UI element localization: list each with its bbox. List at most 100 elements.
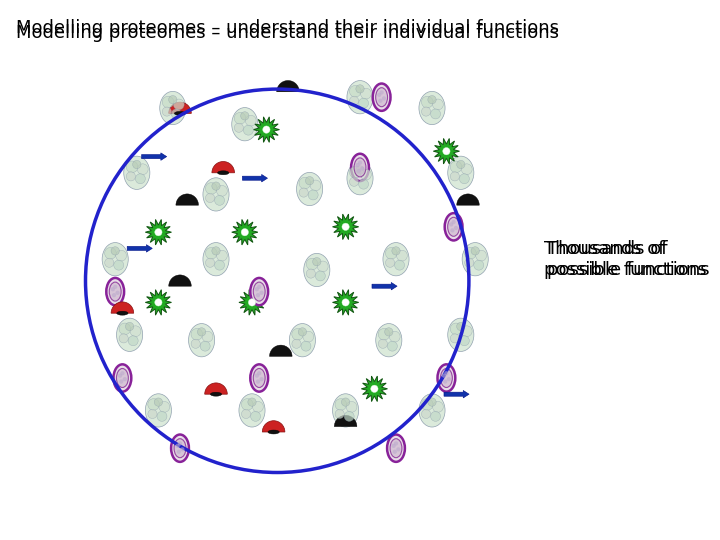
Ellipse shape — [376, 87, 387, 107]
Ellipse shape — [464, 247, 476, 259]
Ellipse shape — [124, 156, 150, 190]
Ellipse shape — [335, 399, 346, 410]
Circle shape — [111, 287, 115, 292]
Text: Modelling proteomes – understand their individual functions: Modelling proteomes – understand their i… — [17, 19, 559, 37]
Ellipse shape — [162, 96, 174, 108]
Ellipse shape — [304, 253, 330, 287]
Ellipse shape — [359, 98, 369, 108]
Ellipse shape — [243, 125, 253, 135]
PathPatch shape — [361, 376, 387, 402]
Ellipse shape — [462, 164, 472, 174]
Ellipse shape — [253, 282, 265, 301]
Ellipse shape — [197, 328, 206, 336]
Ellipse shape — [450, 323, 462, 335]
Circle shape — [155, 228, 162, 236]
Ellipse shape — [205, 193, 215, 202]
Ellipse shape — [347, 161, 373, 195]
Ellipse shape — [392, 247, 400, 255]
Circle shape — [377, 93, 382, 97]
Circle shape — [176, 444, 180, 448]
Ellipse shape — [376, 323, 402, 357]
Ellipse shape — [459, 174, 469, 184]
Circle shape — [115, 291, 120, 295]
Ellipse shape — [341, 398, 350, 406]
Ellipse shape — [289, 323, 315, 357]
Circle shape — [379, 90, 384, 94]
Ellipse shape — [251, 411, 261, 421]
Ellipse shape — [217, 171, 229, 175]
Ellipse shape — [347, 80, 373, 114]
Ellipse shape — [174, 438, 186, 458]
Wedge shape — [204, 383, 228, 394]
Circle shape — [122, 377, 127, 381]
Ellipse shape — [349, 85, 361, 97]
Ellipse shape — [299, 177, 310, 189]
Ellipse shape — [162, 107, 171, 116]
Circle shape — [451, 220, 456, 224]
Ellipse shape — [462, 242, 488, 276]
Ellipse shape — [126, 161, 138, 173]
Ellipse shape — [234, 112, 246, 124]
Circle shape — [396, 447, 400, 451]
Ellipse shape — [268, 430, 279, 434]
Ellipse shape — [126, 172, 135, 181]
Ellipse shape — [419, 91, 445, 125]
Ellipse shape — [135, 174, 145, 184]
PathPatch shape — [145, 219, 171, 245]
Ellipse shape — [383, 242, 409, 276]
Circle shape — [118, 374, 122, 378]
Ellipse shape — [234, 123, 243, 132]
Ellipse shape — [114, 260, 124, 270]
Ellipse shape — [356, 85, 364, 93]
Ellipse shape — [361, 88, 372, 99]
Ellipse shape — [390, 331, 400, 342]
Ellipse shape — [104, 258, 114, 267]
Circle shape — [392, 450, 397, 454]
Ellipse shape — [373, 84, 390, 111]
Ellipse shape — [148, 409, 157, 418]
Ellipse shape — [421, 399, 433, 410]
Ellipse shape — [438, 364, 455, 391]
Ellipse shape — [232, 107, 258, 141]
Ellipse shape — [450, 161, 462, 173]
Ellipse shape — [107, 278, 124, 305]
FancyArrow shape — [372, 282, 397, 290]
Ellipse shape — [441, 368, 452, 388]
Ellipse shape — [306, 258, 318, 270]
Ellipse shape — [335, 409, 344, 418]
Ellipse shape — [456, 160, 465, 168]
PathPatch shape — [145, 289, 171, 315]
Ellipse shape — [128, 336, 138, 346]
Ellipse shape — [428, 96, 436, 104]
Ellipse shape — [104, 247, 116, 259]
Ellipse shape — [359, 179, 369, 189]
Ellipse shape — [210, 392, 222, 396]
Wedge shape — [212, 161, 235, 173]
Text: Modelling proteomes – understand their individual functions: Modelling proteomes – understand their i… — [17, 24, 559, 42]
Ellipse shape — [145, 394, 171, 427]
Ellipse shape — [384, 328, 393, 336]
Circle shape — [257, 371, 261, 375]
Circle shape — [342, 299, 349, 306]
Ellipse shape — [174, 99, 184, 110]
Ellipse shape — [292, 339, 301, 348]
Ellipse shape — [431, 109, 441, 119]
Ellipse shape — [251, 364, 268, 391]
Ellipse shape — [303, 331, 314, 342]
Ellipse shape — [305, 177, 314, 185]
Wedge shape — [262, 421, 285, 432]
Ellipse shape — [421, 409, 431, 418]
Ellipse shape — [215, 195, 225, 205]
Ellipse shape — [390, 438, 402, 458]
Ellipse shape — [191, 339, 200, 348]
Ellipse shape — [433, 99, 444, 110]
Ellipse shape — [240, 112, 249, 120]
Ellipse shape — [117, 311, 128, 315]
Ellipse shape — [119, 334, 128, 343]
Ellipse shape — [241, 399, 253, 410]
Ellipse shape — [433, 401, 444, 412]
Ellipse shape — [385, 247, 397, 259]
Ellipse shape — [160, 91, 186, 125]
Ellipse shape — [215, 260, 225, 270]
PathPatch shape — [253, 117, 279, 143]
